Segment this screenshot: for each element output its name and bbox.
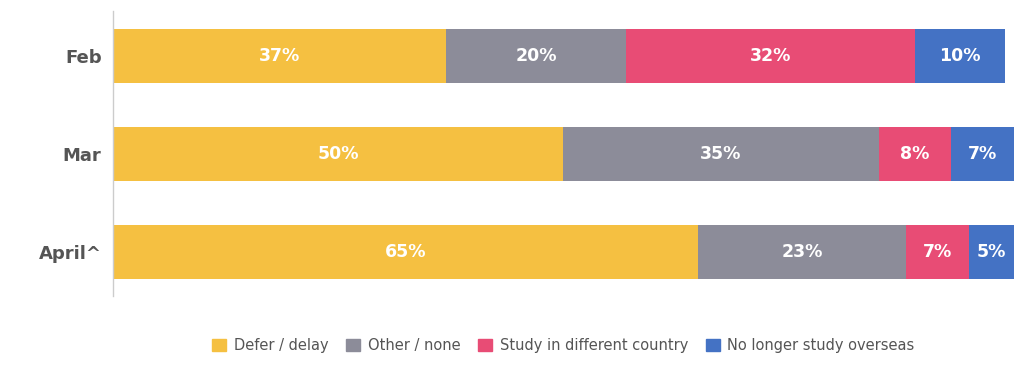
Text: 32%: 32%	[750, 47, 792, 65]
Bar	[969, 225, 1014, 279]
Text: 35%: 35%	[700, 145, 741, 163]
Text: 7%: 7%	[968, 145, 996, 163]
Text: 23%: 23%	[781, 243, 822, 261]
Text: 10%: 10%	[939, 47, 980, 65]
Bar	[113, 225, 698, 279]
Text: 5%: 5%	[977, 243, 1006, 261]
Bar	[698, 225, 905, 279]
Bar	[563, 127, 879, 181]
Text: 8%: 8%	[900, 145, 930, 163]
Text: 37%: 37%	[259, 47, 300, 65]
Bar	[879, 127, 950, 181]
Bar	[905, 225, 969, 279]
Text: 20%: 20%	[515, 47, 557, 65]
Bar	[627, 28, 914, 82]
Text: 7%: 7%	[923, 243, 951, 261]
Text: 65%: 65%	[385, 243, 426, 261]
Bar	[113, 127, 563, 181]
Bar	[950, 127, 1014, 181]
Bar	[113, 28, 446, 82]
Text: 50%: 50%	[317, 145, 358, 163]
Bar	[914, 28, 1005, 82]
Bar	[446, 28, 627, 82]
Legend: Defer / delay, Other / none, Study in different country, No longer study oversea: Defer / delay, Other / none, Study in di…	[212, 338, 914, 353]
